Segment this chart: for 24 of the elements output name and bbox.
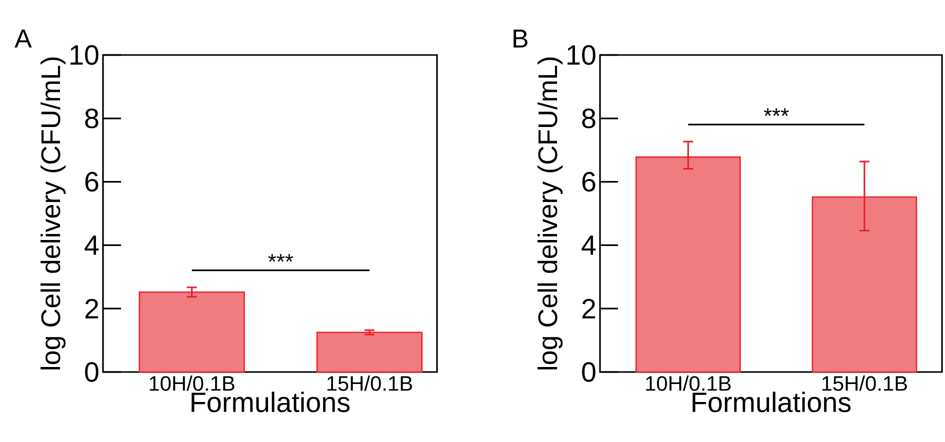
y-tick-label: 4 bbox=[582, 236, 596, 255]
chart-title: B bbox=[514, 30, 528, 48]
x-tick-label: 15H/0.1B bbox=[822, 376, 907, 391]
x-tick-label: 10H/0.1B bbox=[646, 376, 731, 391]
x-axis-title: Formulations bbox=[192, 392, 350, 412]
y-tick-label: 0 bbox=[85, 362, 98, 382]
y-tick-label: 0 bbox=[582, 362, 596, 382]
y-tick-label: 10 bbox=[70, 45, 98, 65]
y-tick-label: 6 bbox=[85, 172, 98, 192]
y-axis-title: log Cell delivery (CFU/mL) bbox=[40, 58, 66, 370]
y-tick-label: 8 bbox=[85, 108, 98, 128]
x-tick-label: 10H/0.1B bbox=[150, 376, 234, 391]
y-tick-label: 10 bbox=[568, 45, 596, 65]
x-tick-label: 15H/0.1B bbox=[327, 376, 412, 391]
y-axis-title: log Cell delivery (CFU/mL) bbox=[538, 58, 563, 370]
chart-title: A bbox=[14, 30, 32, 48]
x-axis-title: Formulations bbox=[692, 392, 851, 412]
y-tick-label: 2 bbox=[582, 298, 596, 318]
y-tick-label: 6 bbox=[582, 172, 596, 192]
y-tick-label: 4 bbox=[84, 236, 99, 255]
y-tick-label: 8 bbox=[582, 108, 596, 128]
y-tick-label: 2 bbox=[85, 298, 98, 318]
annotation: *** bbox=[268, 254, 294, 262]
annotation: *** bbox=[764, 108, 789, 116]
